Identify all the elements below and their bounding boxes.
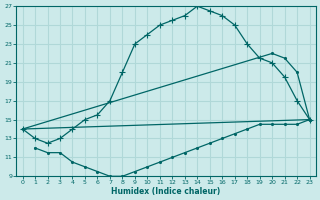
X-axis label: Humidex (Indice chaleur): Humidex (Indice chaleur) xyxy=(111,187,221,196)
